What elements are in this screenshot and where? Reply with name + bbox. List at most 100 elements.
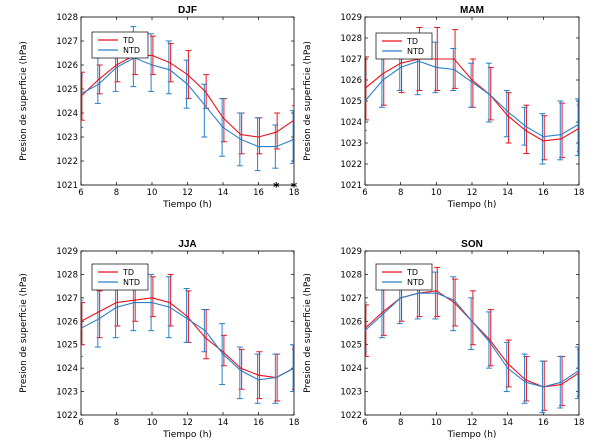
- y-tick-label: 1027: [340, 294, 362, 304]
- data-point-td: [222, 117, 224, 119]
- data-point-ntd: [435, 66, 437, 68]
- data-point-ntd: [524, 125, 527, 127]
- data-point-ntd: [507, 110, 509, 113]
- data-point-td: [169, 62, 171, 64]
- y-axis-label: Presion de superficie (hPa): [19, 273, 29, 393]
- x-tick-label: 6: [78, 188, 83, 198]
- data-point-td: [81, 95, 82, 97]
- data-point-td: [222, 351, 224, 353]
- data-point-td: [382, 73, 384, 75]
- y-tick-label: 1025: [340, 341, 362, 351]
- data-point-td: [257, 374, 260, 376]
- x-tick-label: 8: [114, 418, 119, 428]
- data-point-td: [507, 115, 509, 117]
- data-point-ntd: [471, 81, 473, 83]
- y-tick-label: 1026: [340, 76, 362, 86]
- y-tick-label: 1029: [56, 247, 78, 257]
- data-point-ntd: [560, 134, 562, 136]
- data-point-td: [98, 311, 100, 313]
- legend-label-td: TD: [406, 37, 418, 46]
- y-tick-label: 1027: [56, 294, 78, 304]
- data-point-ntd: [417, 292, 420, 294]
- data-point-td: [257, 136, 260, 138]
- data-point-ntd: [507, 367, 509, 369]
- data-point-td: [578, 372, 579, 374]
- x-tick-label: 8: [398, 188, 403, 198]
- data-point-td: [204, 90, 206, 92]
- legend-label-td: TD: [122, 36, 134, 45]
- data-point-td: [365, 87, 366, 89]
- y-tick-label: 1023: [56, 133, 78, 143]
- y-axis-label: Presion de superficie (hPa): [303, 273, 313, 393]
- data-point-ntd: [222, 126, 224, 128]
- data-point-td: [81, 320, 82, 322]
- x-tick-label: 12: [182, 188, 193, 198]
- data-point-ntd: [204, 105, 206, 107]
- data-point-td: [275, 131, 277, 133]
- legend-label-ntd: NTD: [123, 46, 140, 55]
- chart-panel-mam: MAM 6 8 10 12 14 16 18 1021 1022 1023 1024 1025 1026 1…: [303, 5, 584, 210]
- data-point-ntd: [257, 379, 260, 381]
- data-point-td: [240, 134, 242, 136]
- data-point-ntd: [453, 68, 455, 71]
- data-point-ntd: [382, 79, 384, 81]
- chart-title: MAM: [460, 5, 484, 16]
- legend-box: [91, 31, 149, 59]
- data-point-td: [489, 339, 491, 341]
- data-point-ntd: [365, 100, 366, 102]
- data-point-ntd: [382, 313, 384, 315]
- x-tick-label: 6: [78, 418, 83, 428]
- data-point-td: [151, 54, 153, 57]
- legend-box: [375, 263, 433, 291]
- data-point-td: [471, 79, 473, 81]
- data-point-ntd: [240, 138, 242, 140]
- significance-marker: *: [291, 180, 298, 194]
- data-point-td: [151, 297, 153, 299]
- y-tick-label: 1027: [340, 55, 362, 65]
- data-point-ntd: [578, 369, 579, 372]
- data-point-ntd: [81, 93, 82, 95]
- data-point-td: [115, 64, 118, 66]
- x-tick-label: 12: [182, 418, 193, 428]
- data-point-ntd: [98, 318, 100, 320]
- legend-label-td: TD: [122, 268, 134, 277]
- data-point-td: [400, 62, 402, 64]
- y-tick-label: 1028: [56, 270, 78, 280]
- data-point-ntd: [524, 381, 527, 383]
- plot-area: [81, 273, 294, 404]
- y-tick-label: 1026: [56, 61, 78, 71]
- y-tick-label: 1022: [340, 160, 362, 170]
- y-tick-label: 1024: [340, 364, 362, 374]
- data-point-ntd: [400, 297, 402, 299]
- x-tick-label: 6: [362, 188, 367, 198]
- data-point-td: [133, 299, 135, 301]
- legend-box: [91, 263, 149, 291]
- data-point-ntd: [115, 66, 118, 68]
- data-point-ntd: [275, 146, 277, 148]
- y-tick-label: 1029: [340, 13, 362, 23]
- y-axis-label: Presion de superficie (hPa): [19, 41, 29, 161]
- x-axis-label: Tiempo (h): [447, 430, 497, 440]
- y-tick-label: 1023: [340, 139, 362, 149]
- x-tick-label: 6: [362, 418, 367, 428]
- data-point-td: [453, 301, 455, 304]
- y-tick-label: 1028: [340, 34, 362, 44]
- chart-panel-djf: DJF 6 8 10 12 14 16 18 1021 1022 1023 1024 1025 1026 1…: [19, 5, 299, 210]
- data-point-ntd: [578, 123, 579, 125]
- data-point-ntd: [435, 292, 437, 294]
- y-tick-label: 1027: [56, 37, 78, 47]
- x-tick-label: 10: [147, 418, 158, 428]
- data-point-td: [435, 290, 437, 292]
- data-point-td: [560, 138, 562, 140]
- data-point-ntd: [293, 138, 294, 140]
- data-point-td: [240, 367, 242, 369]
- data-point-ntd: [81, 327, 82, 329]
- data-point-ntd: [365, 330, 366, 332]
- plot-area: [365, 266, 579, 414]
- x-tick-label: 16: [253, 418, 264, 428]
- data-point-ntd: [186, 83, 189, 85]
- data-point-ntd: [560, 381, 562, 383]
